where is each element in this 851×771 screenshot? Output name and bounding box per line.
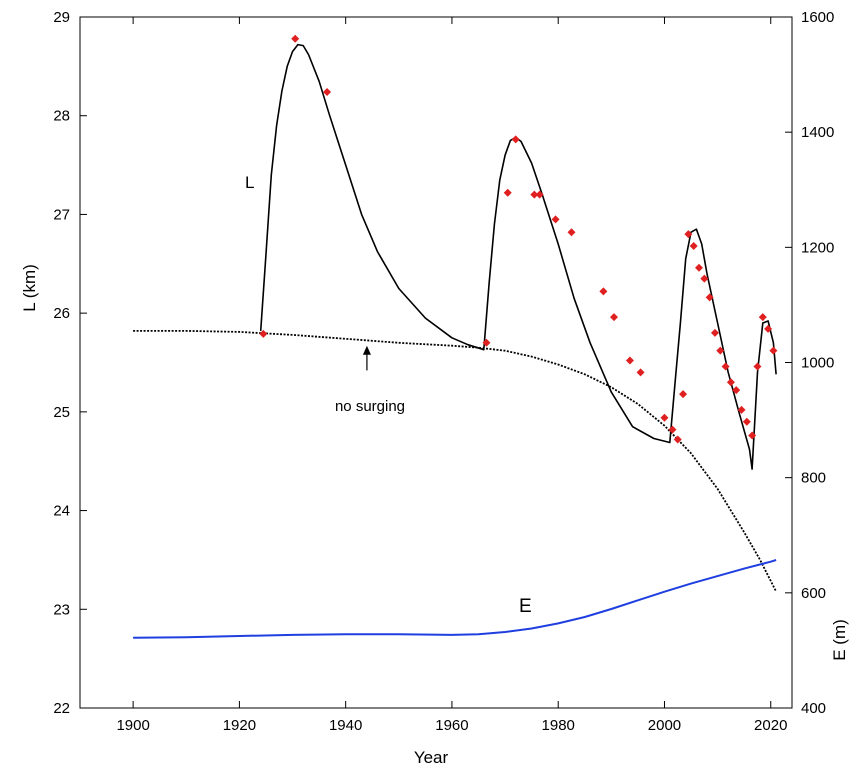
series-no-surging-line (133, 330, 777, 592)
x-tick-label-0: 1900 (116, 717, 149, 734)
observation-point (503, 188, 512, 197)
observation-point (758, 313, 767, 322)
y-right-tick-label-6: 1600 (801, 9, 834, 26)
observation-point (625, 356, 634, 365)
data-layer (133, 34, 778, 639)
x-tick-label-3: 1960 (435, 717, 468, 734)
observation-point (705, 293, 714, 302)
no-surging-arrow-head (362, 345, 371, 355)
y-left-tick-label-4: 26 (53, 305, 70, 322)
y-left-tick-label-3: 25 (53, 404, 70, 421)
observation-point (535, 190, 544, 199)
observation-point (764, 324, 773, 333)
y-right-tick-label-5: 1400 (801, 124, 834, 141)
E-curve-label: E (519, 596, 532, 617)
y-left-tick-label-5: 27 (53, 206, 70, 223)
observation-point (551, 215, 560, 224)
observation-point (673, 435, 682, 444)
observation-point (567, 228, 576, 237)
x-tick-label-1: 1920 (223, 717, 256, 734)
observation-point (710, 328, 719, 337)
y-right-tick-label-4: 1200 (801, 239, 834, 256)
observation-point (716, 346, 725, 355)
x-tick-label-5: 2000 (648, 717, 681, 734)
x-tick-label-4: 1980 (542, 717, 575, 734)
y-right-tick-label-0: 400 (801, 700, 826, 717)
x-tick-label-6: 2020 (754, 717, 787, 734)
observation-point (291, 34, 300, 43)
observation-point (482, 338, 491, 347)
y-right-axis-title: E (m) (830, 619, 849, 661)
observation-point (323, 88, 332, 97)
y-left-tick-label-7: 29 (53, 9, 70, 26)
observation-point (721, 362, 730, 371)
y-left-tick-label-2: 24 (53, 503, 70, 520)
observation-point (753, 362, 762, 371)
x-tick-label-2: 1940 (329, 717, 362, 734)
y-right-tick-label-3: 1000 (801, 355, 834, 372)
observation-point (511, 135, 520, 144)
x-axis-title: Year (414, 748, 449, 767)
observation-point (742, 417, 751, 426)
series-e-line (133, 559, 777, 639)
y-right-tick-label-2: 800 (801, 470, 826, 487)
observation-point (689, 242, 698, 251)
observation-point (700, 274, 709, 283)
y-left-tick-label-0: 22 (53, 700, 70, 717)
observation-point (530, 190, 539, 199)
observation-point (660, 413, 669, 422)
L-curve-label: L (245, 173, 254, 192)
observation-point (695, 263, 704, 272)
y-left-axis-title: L (km) (20, 264, 39, 312)
observation-point (679, 390, 688, 399)
observation-point (748, 431, 757, 440)
observation-point (259, 329, 268, 338)
y-left-tick-label-6: 28 (53, 108, 70, 125)
series-l-line (259, 43, 777, 470)
axes-layer: 1900 1920 1940 1960 1980 2000 2020 22 23 24 25 26 27… (53, 9, 834, 734)
observation-point (684, 230, 693, 239)
y-right-tick-label-1: 600 (801, 585, 826, 602)
observation-point (599, 287, 608, 296)
no-surging-label: no surging (335, 398, 405, 415)
observation-point (636, 368, 645, 377)
observation-point (668, 425, 677, 434)
observation-point (732, 386, 741, 395)
observation-point (737, 405, 746, 414)
observation-point (769, 346, 778, 355)
observation-point (610, 313, 618, 322)
plot-frame (79, 16, 793, 709)
y-left-tick-label-1: 23 (53, 601, 70, 618)
observation-point (726, 378, 735, 387)
